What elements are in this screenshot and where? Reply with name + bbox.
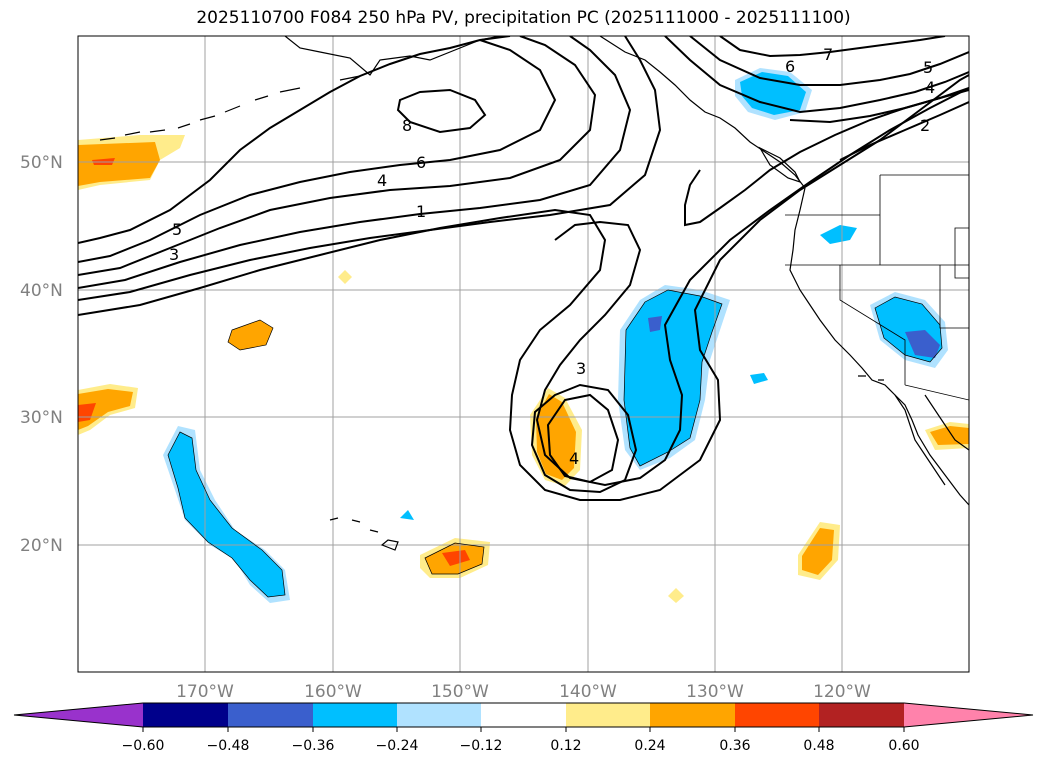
pv-contour-trough-inner-b: [684, 89, 969, 227]
colorbar-segment: [819, 703, 904, 727]
longitude-labels: 170°W 160°W 150°W 140°W 130°W 120°W: [176, 682, 871, 702]
gulf-of-california: [924, 394, 969, 451]
lat-label: 30°N: [20, 408, 63, 428]
channel-islands: [858, 375, 884, 381]
lon-label: 120°W: [813, 682, 871, 702]
precip-positive-areas: [78, 135, 969, 603]
lon-label: 140°W: [559, 682, 617, 702]
precip-outline-170w: [227, 319, 274, 351]
colorbar-segment: [228, 703, 313, 727]
colorbar-tick-label: 0.60: [888, 738, 919, 754]
contour-label: 6: [785, 57, 795, 76]
lon-label: 170°W: [176, 682, 234, 702]
pv-contour-cutoff-outer: [530, 383, 638, 494]
colorbar-segment: [735, 703, 819, 727]
precip-area-150w-core: [442, 550, 470, 566]
lat-label: 40°N: [20, 281, 63, 301]
precip-area-central-core: [648, 316, 662, 332]
pv-contour-east-2: [839, 101, 969, 161]
precip-outline-nevada: [874, 296, 943, 363]
pv-contour-west-a: [78, 36, 511, 244]
pv-contour-5-east: [664, 36, 969, 114]
colorbar-tick-label: 0.36: [719, 738, 750, 754]
contour-label: 8: [402, 116, 412, 135]
colorbar-tick-label: −0.60: [122, 738, 165, 754]
lon-label: 160°W: [304, 682, 362, 702]
colorbar-right-extend: [904, 703, 1033, 727]
precip-area-small-blue: [750, 373, 768, 384]
colorbar-tick-label: 0.12: [550, 738, 581, 754]
contour-label: 1: [416, 202, 426, 221]
pv-contour-labels: 8 6 4 1 5 3 6 7 5 4 2 3 4: [169, 45, 935, 468]
contour-label: 4: [377, 171, 387, 190]
contour-label: 4: [925, 78, 935, 97]
colorbar-tick-label: 0.48: [803, 738, 834, 754]
contour-label: 5: [923, 58, 933, 77]
precip-area-west: [78, 389, 133, 430]
precip-outline-hawaii-chain: [167, 431, 286, 598]
pv-contour-west-d: [78, 36, 632, 289]
graticule: [78, 36, 969, 672]
baja-peninsula: [894, 394, 946, 486]
pv-contour-west-b: [78, 39, 557, 263]
aleutian-islands: [99, 75, 361, 141]
contour-label: 7: [823, 45, 833, 64]
colorbar-segment: [143, 703, 228, 727]
pv-contour-6-east: [689, 36, 969, 86]
colorbar-tick-labels: −0.60 −0.48 −0.36 −0.24 −0.12 0.12 0.24 …: [122, 738, 920, 754]
us-west-coast: [789, 187, 969, 506]
vancouver-island: [758, 146, 802, 184]
colorbar-segment: [481, 703, 566, 727]
colorbar-ticks: [142, 727, 905, 732]
precip-area-tiny-blue: [400, 510, 414, 520]
lat-label: 20°N: [20, 536, 63, 556]
hawaii-islands: [329, 517, 399, 551]
precip-area-oregon: [820, 225, 857, 244]
precip-outlines: [167, 289, 943, 598]
precip-area-baja: [802, 528, 834, 575]
contour-label: 4: [569, 449, 579, 468]
pv-contour-8-closed: [396, 88, 487, 134]
precip-area-nevada-core: [905, 330, 940, 358]
colorbar-segment: [650, 703, 735, 727]
pv-contour-west-e: [78, 36, 662, 301]
colorbar-segment: [313, 703, 397, 727]
lon-label: 130°W: [686, 682, 744, 702]
contour-label: 2: [920, 116, 930, 135]
colorbar-tick-label: −0.12: [460, 738, 503, 754]
colorbar-left-extend: [14, 703, 143, 727]
precip-area-nw: [78, 142, 160, 186]
precip-area-dot-2: [668, 588, 684, 603]
contour-label: 5: [172, 220, 182, 239]
map-frame: [77, 35, 970, 673]
colorbar-tick-label: −0.36: [292, 738, 335, 754]
pv-contours: [78, 36, 969, 501]
precip-area-dot-1: [338, 270, 352, 284]
colorbar-tick-label: −0.48: [207, 738, 250, 754]
lat-label: 50°N: [20, 153, 63, 173]
contour-label: 3: [169, 245, 179, 264]
se-alaska-bc-coast: [599, 36, 806, 189]
colorbar: −0.60 −0.48 −0.36 −0.24 −0.12 0.12 0.24 …: [13, 702, 1034, 754]
colorbar-tick-label: −0.24: [376, 738, 419, 754]
colorbar-tick-label: 0.24: [634, 738, 665, 754]
colorbar-segment: [397, 703, 481, 727]
coastlines: [99, 36, 969, 551]
pv-contour-1-trough: [78, 74, 969, 501]
contour-label: 3: [576, 359, 586, 378]
map-title: 2025110700 F084 250 hPa PV, precipitatio…: [196, 8, 851, 28]
latitude-labels: 50°N 40°N 30°N 20°N: [20, 153, 63, 556]
colorbar-segment: [566, 703, 650, 727]
precip-outline-central: [623, 289, 723, 467]
pv-contour-7-east: [719, 36, 946, 58]
pv-contour-west-c: [78, 36, 597, 276]
precip-outline-150w: [424, 542, 485, 575]
pv-contour-cutoff-closed: [546, 393, 620, 484]
contour-label: 6: [416, 153, 426, 172]
lon-label: 150°W: [431, 682, 489, 702]
alaska-coast: [284, 36, 501, 76]
precip-area-cutoff: [536, 394, 576, 480]
precip-area-mexico: [930, 426, 969, 445]
